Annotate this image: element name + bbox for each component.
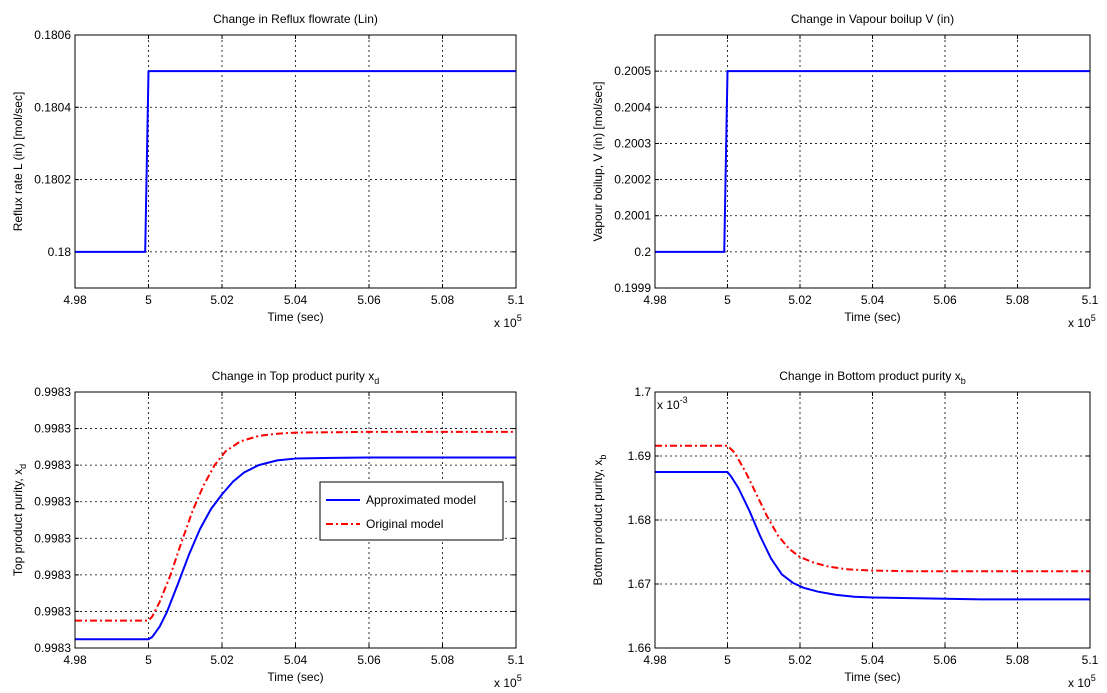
- x-tick-label: 5.06: [357, 293, 381, 307]
- x-axis-label: Time (sec): [844, 310, 900, 324]
- subplot-3: 4.98 5 5.02 5.04 5.06 5.08 5.1 0.9983 0.9983 0.99…: [11, 369, 525, 690]
- legend-box: [319, 481, 504, 541]
- x-tick-label: 5.08: [431, 293, 455, 307]
- x-tick-label: 5.08: [1006, 653, 1030, 667]
- y-tick-label: 1.69: [628, 449, 652, 463]
- x-axis-exponent: x 105: [494, 313, 522, 330]
- series-line-original-model: [655, 444, 1090, 573]
- x-tick-label: 5.02: [210, 653, 234, 667]
- x-axis-exponent-power: 5: [517, 313, 522, 323]
- x-axis-exponent-power: 5: [1091, 313, 1096, 323]
- x-tick-label: 5: [145, 293, 152, 307]
- x-tick-label: 5.06: [933, 293, 957, 307]
- x-axis-label: Time (sec): [844, 670, 900, 684]
- x-tick-label: 5.04: [284, 653, 308, 667]
- series-line-approximated-model: [655, 471, 1090, 601]
- x-tick-label: 5.06: [933, 653, 957, 667]
- y-tick-label: 0.9983: [34, 604, 71, 618]
- y-axis-label-subscript: d: [18, 464, 28, 469]
- x-tick-label: 5.1: [1082, 293, 1099, 307]
- y-tick-label: 1.67: [628, 577, 652, 591]
- y-tick-label: 0.9983: [34, 641, 71, 655]
- y-axis-label: Vapour boilup, V (in) [mol/sec]: [591, 82, 605, 242]
- x-axis-exponent-power: 5: [517, 673, 522, 683]
- subplot-2: 4.98 5 5.02 5.04 5.06 5.08 5.1 0.1999 0.2 0.2001 0…: [591, 12, 1099, 330]
- x-tick-label: 4.98: [63, 293, 87, 307]
- subplot-1: 4.98 5 5.02 5.04 5.06 5.08 5.1 0.18 0.1802 0.1804…: [11, 12, 525, 330]
- y-tick-label: 1.68: [628, 513, 652, 527]
- y-tick-label: 1.7: [634, 385, 651, 399]
- x-tick-label: 5: [724, 293, 731, 307]
- x-tick-label: 5.1: [508, 653, 525, 667]
- y-tick-label: 0.9983: [34, 495, 71, 509]
- x-axis-exponent: x 105: [1068, 673, 1096, 690]
- x-tick-label: 5.08: [431, 653, 455, 667]
- y-tick-label: 0.9983: [34, 385, 71, 399]
- series-line-input: [655, 70, 1090, 253]
- x-tick-label: 5.04: [861, 293, 885, 307]
- y-tick-label: 0.2002: [614, 173, 651, 187]
- y-axis-label: Top product purity, xd: [11, 464, 28, 576]
- series-line-original-model: [75, 430, 516, 622]
- x-tick-label: 5.04: [861, 653, 885, 667]
- y-tick-label: 0.9983: [34, 422, 71, 436]
- x-tick-label: 5.1: [1082, 653, 1099, 667]
- series-line-approximated-model: [75, 456, 516, 641]
- axes-frame: [654, 391, 1091, 649]
- legend-label: Original model: [366, 517, 443, 531]
- axes-frame: [74, 34, 517, 289]
- chart-title: Change in Top product purity xd: [212, 369, 380, 386]
- legend-label: Approximated model: [366, 493, 476, 507]
- y-tick-label: 0.1999: [614, 281, 651, 295]
- x-tick-label: 5.06: [357, 653, 381, 667]
- x-tick-label: 5: [724, 653, 731, 667]
- y-tick-label: 0.2004: [614, 100, 651, 114]
- y-tick-label: 0.9983: [34, 568, 71, 582]
- x-tick-label: 4.98: [643, 653, 667, 667]
- x-tick-label: 5.04: [284, 293, 308, 307]
- x-tick-label: 5.1: [508, 293, 525, 307]
- y-tick-label: 0.2003: [614, 136, 651, 150]
- x-axis-exponent: x 105: [494, 673, 522, 690]
- y-tick-label: 0.18: [48, 245, 72, 259]
- chart-title-subscript: d: [374, 376, 379, 386]
- x-axis-label: Time (sec): [267, 670, 323, 684]
- y-tick-label: 0.1802: [34, 173, 71, 187]
- x-tick-label: 5: [145, 653, 152, 667]
- x-tick-label: 5.08: [1006, 293, 1030, 307]
- y-tick-label: 0.2001: [614, 209, 651, 223]
- y-tick-label: 0.2005: [614, 64, 651, 78]
- x-axis-exponent-power: 5: [1091, 673, 1096, 683]
- y-axis-exponent-power: -3: [680, 395, 688, 405]
- plot-area: [655, 392, 1090, 648]
- chart-title: Change in Reflux flowrate (Lin): [213, 12, 378, 26]
- chart-title: Change in Vapour boilup V (in): [791, 12, 954, 26]
- chart-title: Change in Bottom product purity xb: [779, 369, 965, 386]
- y-axis-label-subscript: b: [598, 455, 608, 460]
- x-tick-label: 4.98: [63, 653, 87, 667]
- legend: Approximated model Original model: [319, 481, 504, 541]
- y-axis-label: Reflux rate L (in) [mol/sec]: [11, 92, 25, 232]
- chart-title-subscript: b: [961, 376, 966, 386]
- axes-frame: [74, 391, 517, 649]
- series-line-input: [75, 70, 516, 253]
- y-tick-label: 0.9983: [34, 531, 71, 545]
- subplot-4: 4.98 5 5.02 5.04 5.06 5.08 5.1 1.66 1.67 1.68 1.69…: [591, 369, 1099, 690]
- x-axis-exponent: x 105: [1068, 313, 1096, 330]
- y-tick-label: 0.1804: [34, 100, 71, 114]
- x-tick-label: 5.02: [788, 293, 812, 307]
- x-axis-label: Time (sec): [267, 310, 323, 324]
- axes-frame: [654, 34, 1091, 289]
- y-tick-label: 0.1806: [34, 28, 71, 42]
- x-tick-label: 5.02: [788, 653, 812, 667]
- y-tick-label: 0.2: [634, 245, 651, 259]
- y-axis-label: Bottom product purity, xb: [591, 455, 608, 586]
- x-tick-label: 4.98: [643, 293, 667, 307]
- y-tick-label: 1.66: [628, 641, 652, 655]
- y-tick-label: 0.9983: [34, 458, 71, 472]
- x-tick-label: 5.02: [210, 293, 234, 307]
